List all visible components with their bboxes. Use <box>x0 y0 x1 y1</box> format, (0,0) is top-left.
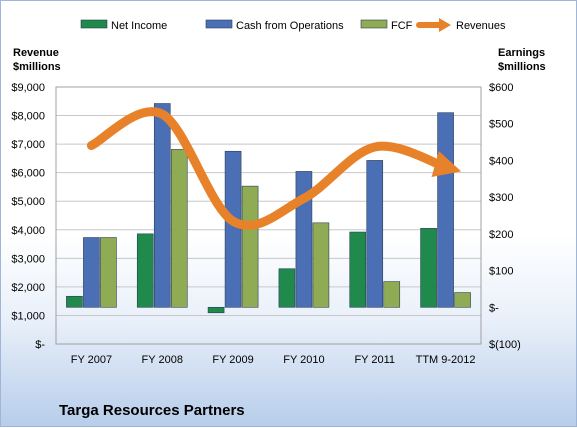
bar-fcf <box>170 149 188 308</box>
right-tick-label: $200 <box>489 229 513 241</box>
left-tick-label: $6,000 <box>11 168 45 180</box>
right-axis-label: Earnings <box>498 47 545 59</box>
bar-cash-from-operations <box>224 150 242 308</box>
right-tick-label: $(100) <box>489 339 521 351</box>
right-tick-label: $100 <box>489 266 513 278</box>
bar-cash-from-operations <box>153 103 171 308</box>
left-tick-label: $3,000 <box>11 253 45 265</box>
left-tick-label: $2,000 <box>11 282 45 294</box>
bar-net-income <box>349 231 367 308</box>
legend-swatch <box>80 19 108 29</box>
bar-fcf <box>312 222 330 308</box>
right-tick-label: $500 <box>489 119 513 131</box>
legend-swatch <box>360 19 388 29</box>
x-tick-label: TTM 9-2012 <box>416 354 476 366</box>
bar-fcf <box>241 185 259 308</box>
legend-label: FCF <box>391 20 413 32</box>
left-tick-label: $7,000 <box>11 139 45 151</box>
bar-fcf <box>454 292 471 308</box>
left-tick-label: $- <box>35 339 45 351</box>
right-tick-label: $- <box>489 302 499 314</box>
x-tick-label: FY 2008 <box>142 354 183 366</box>
left-tick-label: $5,000 <box>11 196 45 208</box>
bar-cash-from-operations <box>83 237 100 308</box>
left-axis-label: $millions <box>13 61 61 73</box>
line-revenues <box>86 107 462 230</box>
legend-label: Revenues <box>456 20 506 32</box>
bar-net-income <box>66 295 83 308</box>
left-tick-label: $8,000 <box>11 111 45 123</box>
left-tick-label: $4,000 <box>11 225 45 237</box>
legend-swatch-arrowhead <box>439 18 451 32</box>
x-tick-label: FY 2007 <box>71 354 112 366</box>
bar-net-income <box>136 233 154 308</box>
bar-net-income <box>207 306 225 314</box>
bar-cash-from-operations <box>437 112 454 308</box>
legend-label: Net Income <box>111 20 167 32</box>
bar-fcf <box>383 281 401 308</box>
right-tick-label: $300 <box>489 192 513 204</box>
left-tick-label: $9,000 <box>11 82 45 94</box>
left-tick-label: $1,000 <box>11 310 45 322</box>
legend-swatch <box>205 19 233 29</box>
right-axis-label: $millions <box>498 61 546 73</box>
chart-title: Targa Resources Partners <box>59 402 245 419</box>
bar-net-income <box>420 228 437 308</box>
x-tick-label: FY 2011 <box>354 354 395 366</box>
x-tick-label: FY 2009 <box>212 354 253 366</box>
right-tick-label: $400 <box>489 155 513 167</box>
x-tick-label: FY 2010 <box>283 354 324 366</box>
left-axis-label: Revenue <box>13 47 59 59</box>
right-tick-label: $600 <box>489 82 513 94</box>
legend-label: Cash from Operations <box>236 20 344 32</box>
bar-fcf <box>100 237 117 308</box>
bar-net-income <box>278 268 296 308</box>
plot-area-border <box>55 86 482 345</box>
bar-cash-from-operations <box>366 160 384 308</box>
